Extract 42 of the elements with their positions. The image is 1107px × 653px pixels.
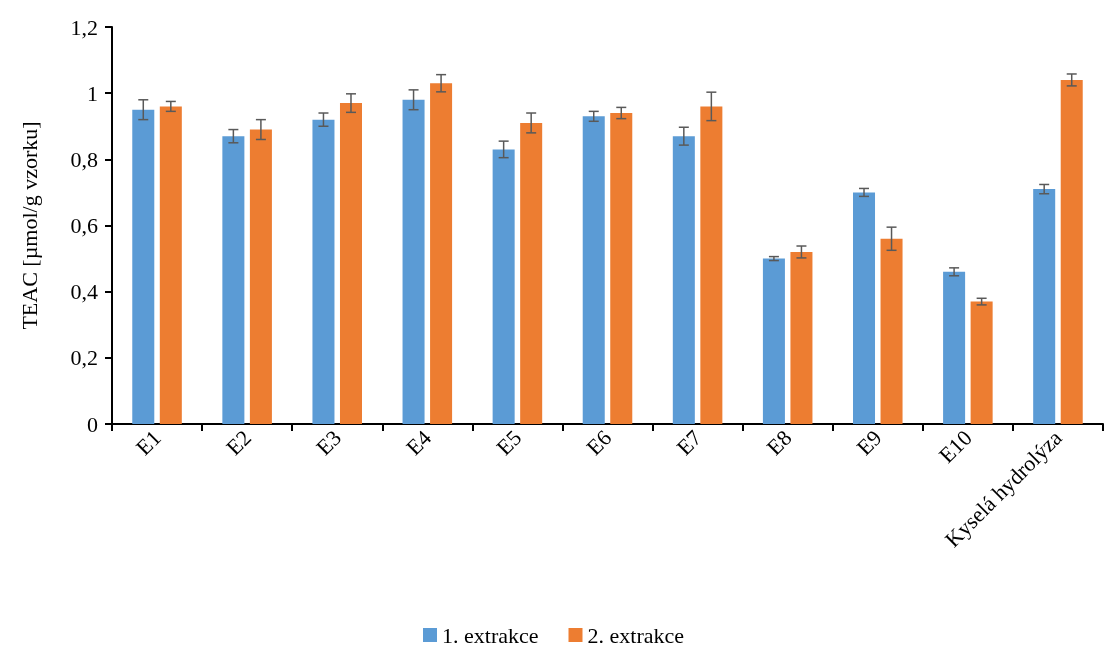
x-tick-label: E9 (851, 425, 887, 461)
y-tick-label: 0,8 (70, 146, 98, 172)
bar (402, 99, 425, 424)
bar (430, 83, 453, 424)
bar (249, 129, 272, 424)
bar (520, 122, 543, 424)
bar (1033, 189, 1056, 424)
x-tick-label: E7 (671, 425, 707, 461)
y-tick-label: 1 (87, 80, 98, 106)
x-tick-label: E4 (401, 425, 437, 461)
bar (790, 251, 813, 424)
bar (943, 271, 966, 424)
legend-label: 2. extrakce (587, 622, 684, 648)
bar (339, 103, 362, 424)
y-tick-label: 1,2 (70, 14, 98, 40)
x-tick-label: E10 (933, 425, 977, 468)
x-tick-label: E6 (581, 425, 617, 461)
x-tick-label: E1 (130, 425, 166, 461)
y-tick-label: 0,4 (70, 279, 98, 305)
bar (610, 113, 633, 424)
bar (880, 238, 903, 424)
bar (1060, 79, 1083, 424)
legend-label: 1. extrakce (442, 622, 539, 648)
x-tick-label: E5 (491, 425, 527, 461)
y-axis-title: TEAC [µmol/g vzorku] (16, 121, 42, 330)
bar (132, 109, 155, 424)
bar (222, 136, 245, 424)
bar (970, 301, 993, 424)
bar (159, 106, 182, 424)
bar (700, 106, 723, 424)
bar (582, 116, 605, 424)
y-tick-label: 0 (87, 411, 98, 437)
bar (853, 192, 876, 424)
bar (492, 149, 515, 424)
y-tick-label: 0,6 (70, 213, 98, 238)
bar (672, 136, 695, 424)
bar (312, 119, 335, 424)
x-tick-label: E3 (311, 425, 347, 461)
x-tick-label: E8 (761, 425, 797, 461)
y-tick-label: 0,2 (70, 345, 98, 371)
bar (762, 258, 785, 424)
x-tick-label: E2 (221, 425, 256, 461)
